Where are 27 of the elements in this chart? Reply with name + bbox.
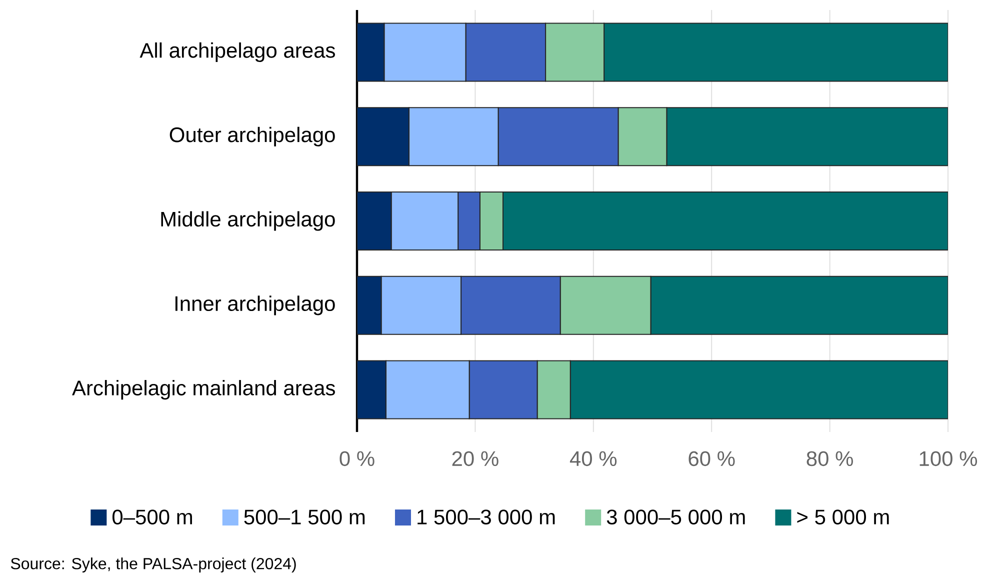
y-tick-label: All archipelago areas xyxy=(140,42,335,62)
bar xyxy=(357,192,392,251)
legend-label: 500–1 500 m xyxy=(244,510,365,524)
y-tick-label: Inner archipelago xyxy=(175,296,335,316)
x-tick-label: 20 % xyxy=(452,451,498,466)
legend-label: 0–500 m xyxy=(112,510,192,524)
x-tick-label: 60 % xyxy=(688,451,735,466)
bar xyxy=(650,276,948,335)
bar xyxy=(357,107,410,166)
bar xyxy=(357,22,385,82)
bar xyxy=(357,360,386,420)
y-tick-label: Archipelagic mainland areas xyxy=(72,380,335,400)
legend-label: 3 000–5 000 m xyxy=(606,510,745,524)
bar xyxy=(502,192,948,251)
bar xyxy=(357,276,382,335)
bar xyxy=(570,360,948,420)
y-tick-label: Outer archipelago xyxy=(170,126,335,146)
bar xyxy=(604,22,948,82)
x-tick-label: 40 % xyxy=(570,451,617,466)
legend-label: > 5 000 m xyxy=(797,510,889,524)
bar xyxy=(666,107,948,166)
x-tick-label: 0 % xyxy=(340,451,374,466)
y-tick-label: Middle archipelago xyxy=(161,211,335,231)
legend-label: 1 500–3 000 m xyxy=(418,510,555,524)
source-note: Source: Syke, the PALSA-project (2024) xyxy=(10,558,296,572)
x-tick-label: 80 % xyxy=(806,451,853,466)
x-tick-label: 100 % xyxy=(920,451,978,466)
